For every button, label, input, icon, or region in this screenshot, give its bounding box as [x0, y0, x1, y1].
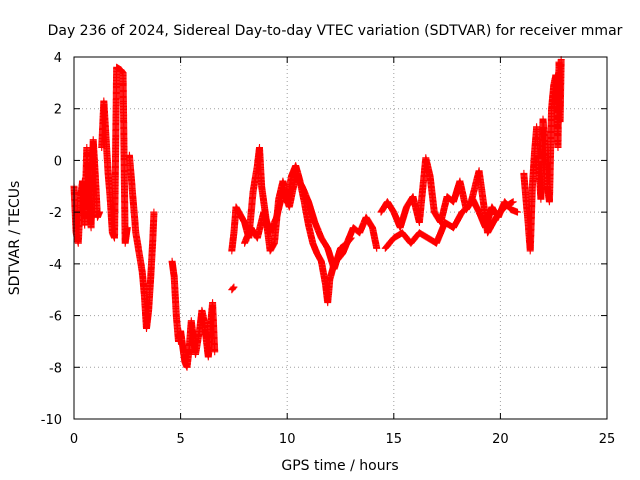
- x-tick-label: 20: [492, 432, 509, 447]
- sdtvar-marker-trace: [241, 172, 381, 273]
- plot-frame: [73, 56, 608, 420]
- y-tick-label: 4: [54, 51, 62, 66]
- y-tick-label: -4: [49, 258, 62, 273]
- y-axis-label: SDTVAR / TECUs: [7, 181, 23, 296]
- x-tick-label: 25: [599, 432, 616, 447]
- x-axis-label: GPS time / hours: [281, 458, 398, 474]
- sdtvar-marker-trace: [98, 63, 131, 247]
- x-tick-label: 5: [176, 432, 184, 447]
- y-tick-label: -2: [49, 206, 62, 221]
- chart-title: Day 236 of 2024, Sidereal Day-to-day VTE…: [48, 23, 623, 39]
- y-tick-label: -6: [49, 310, 62, 325]
- sdtvar-marker-trace: [381, 167, 517, 252]
- sdtvar-marker-trace: [125, 151, 158, 332]
- data-series: [70, 56, 565, 371]
- y-tick-label: 2: [54, 103, 62, 118]
- sdtvar-marker-trace: [228, 144, 355, 307]
- x-tick-label: 10: [279, 432, 296, 447]
- sdtvar-marker-trace: [228, 283, 238, 294]
- y-tick-label: -8: [49, 361, 62, 376]
- sdtvar-marker-trace: [168, 257, 219, 371]
- y-tick-label: 0: [54, 154, 62, 169]
- axes: 0 5 10 15 20 25 -10 -8 -6 -4 -2 0 2 4: [41, 51, 616, 447]
- sdtvar-marker-trace: [520, 56, 565, 255]
- y-tick-label: -10: [41, 413, 62, 428]
- grid: [74, 57, 607, 419]
- x-tick-label: 15: [386, 432, 403, 447]
- x-tick-label: 0: [70, 432, 78, 447]
